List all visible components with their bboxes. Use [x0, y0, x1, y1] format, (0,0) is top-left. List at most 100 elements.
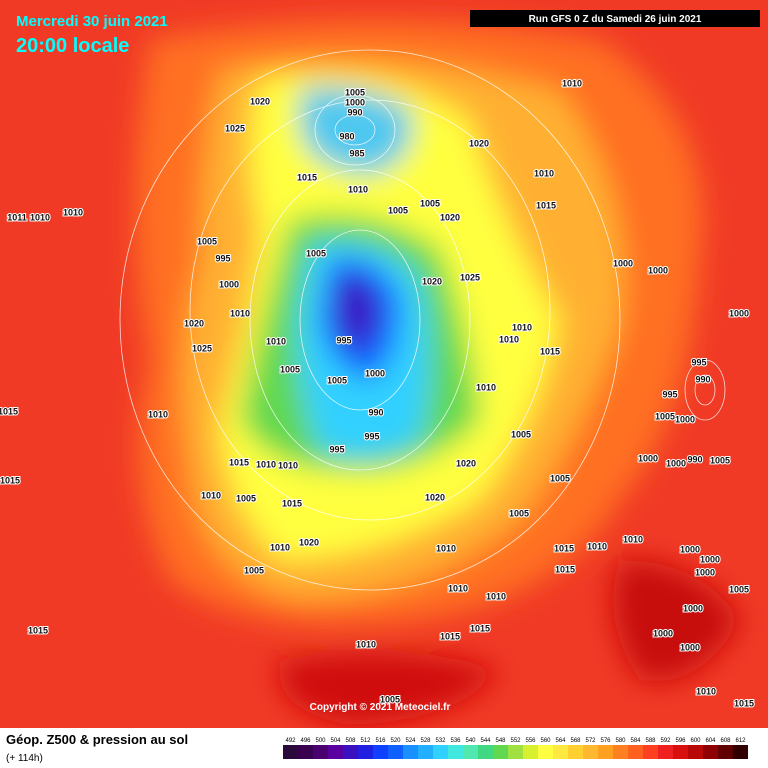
scale-label: 524: [405, 738, 416, 744]
scale-label: 600: [690, 738, 701, 744]
isobar-label: 1015: [0, 475, 20, 485]
isobar-label: 1000: [729, 308, 749, 318]
scale-label: 592: [660, 738, 671, 744]
scale-label: 612: [735, 738, 746, 744]
isobar-label: 990: [347, 107, 362, 117]
isobar-label: 1010: [623, 534, 643, 544]
scale-label: 528: [420, 738, 431, 744]
isobar-label: 1000: [680, 544, 700, 554]
scale-swatch: [613, 745, 628, 759]
scale-swatch: [403, 745, 418, 759]
isobar-label: 1010: [270, 542, 290, 552]
scale-label: 500: [315, 738, 326, 744]
scale-swatch: [388, 745, 403, 759]
scale-label: 596: [675, 738, 686, 744]
footer-title: Géop. Z500 & pression au sol: [6, 732, 188, 747]
isobar-label: 1025: [225, 123, 245, 133]
scale-swatch: [538, 745, 553, 759]
isobar-label: 1010: [534, 168, 554, 178]
isobar-label: 1010: [148, 409, 168, 419]
isobar-label: 1015: [470, 623, 490, 633]
scale-swatch: [688, 745, 703, 759]
isobar-label: 1005: [380, 694, 400, 704]
scale-label: 564: [555, 738, 566, 744]
isobar-label: 1015: [555, 564, 575, 574]
scale-swatch: [643, 745, 658, 759]
isobar-label: 1010: [512, 322, 532, 332]
isobar-label: 1010: [562, 78, 582, 88]
isobar-label: 1000: [700, 554, 720, 564]
isobar-label: 1005: [710, 455, 730, 465]
isobar-label: 1000: [666, 458, 686, 468]
scale-swatch: [448, 745, 463, 759]
scale-swatch: [583, 745, 598, 759]
isobar-label: 1015: [28, 625, 48, 635]
isobar-label: 1010: [696, 686, 716, 696]
scale-label: 504: [330, 738, 341, 744]
isobar-label: 995: [364, 431, 379, 441]
isobar-label: 990: [695, 374, 710, 384]
run-box: [470, 10, 760, 27]
isobar-label: 1000: [683, 603, 703, 613]
time-text: 20:00 locale: [16, 35, 129, 57]
isobar-label: 1005: [327, 375, 347, 385]
isobar-label: 1015: [536, 200, 556, 210]
footer-lead: (+ 114h): [6, 753, 43, 764]
scale-label: 580: [615, 738, 626, 744]
isobar-label: 1005: [509, 508, 529, 518]
scale-label: 548: [495, 738, 506, 744]
scale-label: 608: [720, 738, 731, 744]
isobar-label: 1005: [280, 364, 300, 374]
isobar-label: 1000: [653, 628, 673, 638]
scale-label: 552: [510, 738, 521, 744]
isobar-label: 1015: [297, 172, 317, 182]
isobar-label: 1010: [476, 382, 496, 392]
isobar-label: 1005: [420, 198, 440, 208]
scale-swatch: [433, 745, 448, 759]
scale-swatch: [373, 745, 388, 759]
isobar-label: 1005: [306, 248, 326, 258]
scale-swatch: [463, 745, 478, 759]
isobar-label: 1000: [648, 265, 668, 275]
isobar-label: 1000: [638, 453, 658, 463]
isobar-label: 1020: [425, 492, 445, 502]
isobar-label: 1000: [365, 368, 385, 378]
isobar-label: 1011: [7, 212, 27, 222]
isobar-label: 1005: [511, 429, 531, 439]
isobar-label: 1025: [192, 343, 212, 353]
isobar-label: 990: [368, 407, 383, 417]
isobar-label: 1005: [729, 584, 749, 594]
scale-label: 516: [375, 738, 386, 744]
isobar-label: 1005: [655, 411, 675, 421]
scale-label: 576: [600, 738, 611, 744]
isobar-label: 1000: [345, 97, 365, 107]
isobar-label: 995: [662, 389, 677, 399]
isobar-label: 980: [339, 131, 354, 141]
isobar-label: 1015: [440, 631, 460, 641]
isobar-label: 1000: [695, 567, 715, 577]
scale-label: 536: [450, 738, 461, 744]
isobar-label: 1005: [244, 565, 264, 575]
scale-swatch: [553, 745, 568, 759]
isobar-label: 1010: [278, 460, 298, 470]
scale-swatch: [418, 745, 433, 759]
scale-label: 544: [480, 738, 491, 744]
scale-swatch: [328, 745, 343, 759]
isobar-label: 1015: [282, 498, 302, 508]
scale-label: 604: [705, 738, 716, 744]
isobar-label: 1010: [587, 541, 607, 551]
isobar-label: 1010: [356, 639, 376, 649]
isobar-label: 985: [349, 148, 364, 158]
isobar-label: 1015: [0, 406, 18, 416]
scale-swatch: [313, 745, 328, 759]
isobar-label: 1010: [256, 459, 276, 469]
isobar-label: 1020: [250, 96, 270, 106]
scale-label: 508: [345, 738, 356, 744]
copyright: Copyright © 2021 Meteociel.fr: [310, 702, 451, 713]
isobar-label: 1010: [266, 336, 286, 346]
scale-swatch: [283, 745, 298, 759]
isobar-label: 1005: [550, 473, 570, 483]
isobar-label: 1010: [499, 334, 519, 344]
scale-label: 512: [360, 738, 371, 744]
